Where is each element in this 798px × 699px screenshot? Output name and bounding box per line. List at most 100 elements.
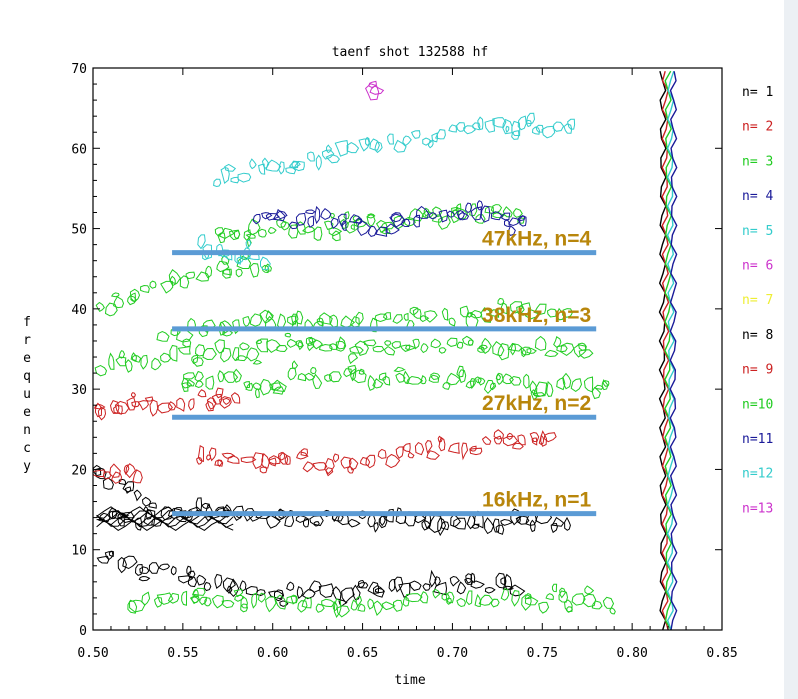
- contour-loop: [571, 593, 586, 606]
- contour-loop: [355, 217, 363, 224]
- contour-loop: [464, 202, 473, 214]
- contour-loop: [286, 338, 298, 348]
- contour-loop: [208, 447, 217, 462]
- contour-loop: [252, 359, 263, 365]
- contour-loop: [337, 213, 347, 227]
- contour-loop: [506, 432, 514, 441]
- contour-loop: [570, 378, 583, 393]
- contour-loop: [113, 404, 123, 415]
- contour-loop: [211, 594, 225, 609]
- contour-loop: [372, 585, 385, 598]
- contour-loop: [483, 517, 495, 535]
- contour-loop: [517, 215, 526, 222]
- contour-loop: [127, 295, 137, 306]
- contour-loop: [296, 451, 309, 460]
- contour-loop: [381, 601, 396, 611]
- contour-loop: [195, 497, 203, 513]
- contour-loop: [349, 316, 360, 328]
- contour-loop: [477, 377, 486, 386]
- x-axis: 0.50 0.55 0.60 0.65 0.70 0.75 0.80 0.85: [77, 68, 738, 661]
- contour-loop: [239, 342, 250, 351]
- contour-loop: [196, 574, 207, 586]
- contour-loop: [278, 161, 285, 175]
- contour-loop: [242, 316, 251, 327]
- contour-loop: [307, 151, 315, 162]
- contour-loop: [441, 307, 449, 321]
- contour-loop: [126, 396, 137, 411]
- contour-loop: [367, 374, 376, 391]
- contour-loop: [372, 378, 384, 389]
- contour-loop: [404, 344, 411, 351]
- y-tick-label: 70: [71, 62, 87, 77]
- contour-loop: [531, 126, 541, 135]
- contour-loop: [286, 581, 295, 591]
- contour-loop: [169, 344, 178, 362]
- contour-loop: [221, 599, 235, 609]
- contour-loop: [347, 518, 361, 528]
- contour-loop: [265, 514, 281, 529]
- contour-loop: [438, 209, 449, 223]
- contour-loop: [367, 213, 376, 219]
- legend-entry: n= 8: [742, 328, 773, 343]
- contour-loop: [102, 477, 114, 490]
- contour-loop: [480, 307, 493, 323]
- contour-loop: [403, 442, 411, 453]
- contour-loop: [113, 296, 125, 309]
- contour-loop: [343, 211, 350, 220]
- contour-loop: [373, 522, 379, 533]
- contour-loop: [384, 340, 392, 346]
- contour-loop: [183, 372, 196, 380]
- legend: n= 1 n= 2 n= 3 n= 4 n= 5 n= 6 n= 7 n= 8 n= 9 n=10…: [742, 85, 773, 516]
- contour-loop: [214, 339, 225, 354]
- contour-loop: [529, 431, 540, 443]
- contour-loop: [438, 214, 451, 230]
- contour-loop: [378, 372, 387, 381]
- y-label-char: u: [23, 387, 31, 402]
- contour-loop: [340, 456, 352, 469]
- contour-loop: [497, 343, 510, 361]
- contour-loop: [220, 166, 230, 184]
- contour-loop: [381, 228, 391, 235]
- legend-entry: n=10: [742, 397, 773, 412]
- contour-loop: [93, 464, 102, 477]
- contour-loop: [267, 226, 277, 234]
- contour-loop: [502, 373, 514, 385]
- contour-loop: [434, 129, 446, 140]
- contour-loop: [448, 124, 457, 133]
- y-tick-label: 40: [71, 303, 87, 318]
- contour-loop: [168, 269, 182, 287]
- contour-loop: [533, 392, 546, 398]
- contour-loop: [321, 598, 336, 608]
- contour-loop: [355, 595, 363, 608]
- contour-loop: [423, 207, 431, 218]
- contour-line-n1: [96, 509, 234, 520]
- contour-loop: [367, 598, 375, 610]
- contour-loop: [372, 345, 385, 353]
- contour-loop: [197, 234, 206, 250]
- contour-loop: [94, 364, 108, 377]
- contour-loop: [195, 271, 210, 282]
- contour-loop: [93, 403, 106, 410]
- contour-loop: [201, 502, 211, 509]
- contour-loop: [252, 213, 261, 225]
- contour-loop: [521, 594, 532, 611]
- y-axis: 0 10 20 30 40 50 60 70: [71, 62, 722, 639]
- contour-loop: [315, 154, 322, 171]
- legend-entry: n= 6: [742, 259, 773, 274]
- contour-loop: [459, 305, 469, 318]
- contour-loop: [430, 338, 442, 349]
- contour-loop: [318, 583, 335, 598]
- contour-loop: [414, 441, 425, 456]
- contour-loop: [594, 384, 604, 390]
- contour-loop: [602, 380, 610, 387]
- contour-loop: [395, 372, 406, 383]
- contour-loop: [127, 599, 138, 614]
- contour-loop: [350, 599, 359, 611]
- contour-loop: [385, 453, 401, 469]
- contour-loop: [352, 584, 361, 601]
- contour-loop: [363, 339, 377, 347]
- contour-loop: [550, 522, 558, 534]
- contour-loop: [157, 402, 173, 414]
- contour-loop: [233, 229, 241, 240]
- contour-loop: [465, 573, 473, 584]
